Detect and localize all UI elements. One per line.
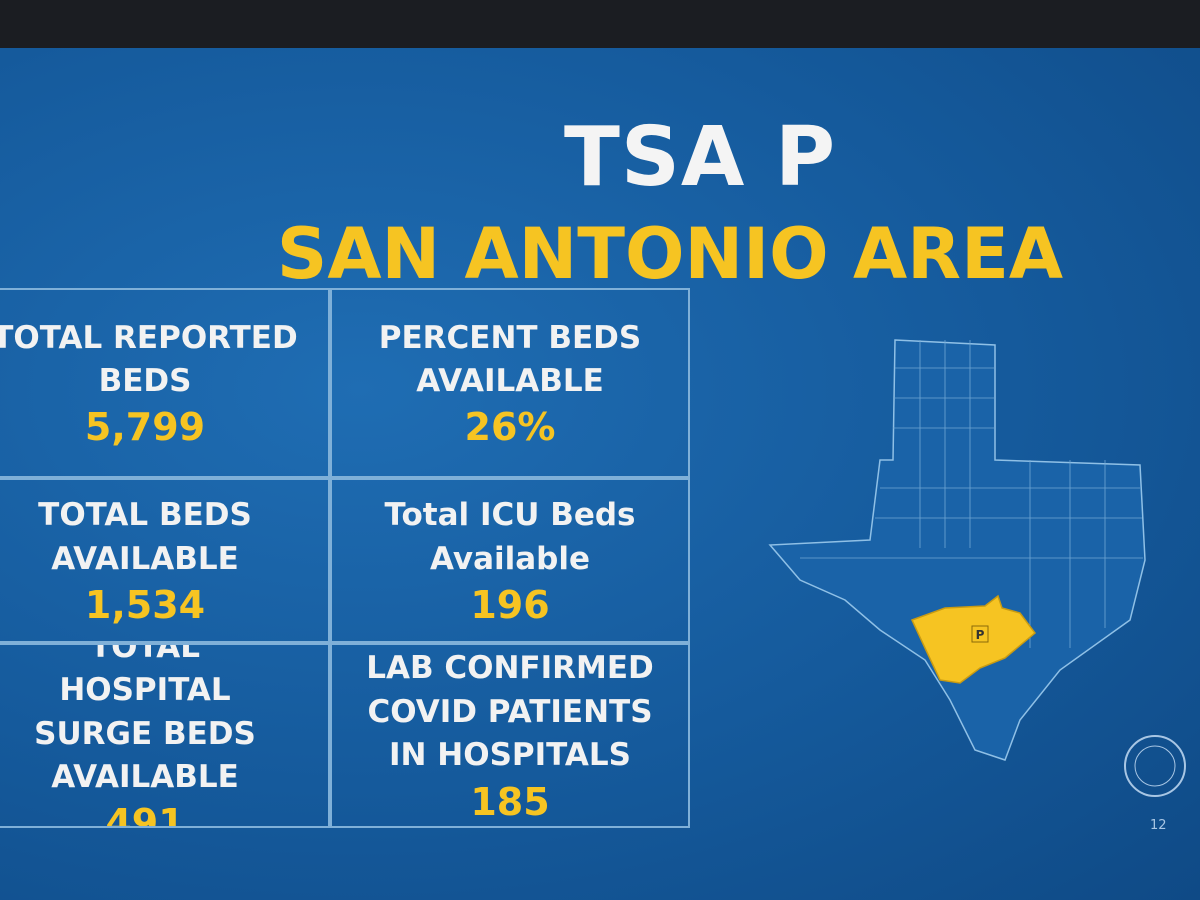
stat-label: Total ICU Beds Available bbox=[384, 497, 636, 577]
map-label-box bbox=[971, 625, 989, 643]
stat-label: TOTAL HOSPITAL SURGE BEDS AVAILABLE bbox=[34, 643, 256, 795]
stat-value: 196 bbox=[470, 582, 550, 627]
slide: P TSA P SAN ANTONIO AREA TOTAL REPORTED … bbox=[0, 48, 1200, 900]
texas-map: P bbox=[768, 339, 1186, 797]
stat-value: 5,799 bbox=[84, 405, 206, 450]
stat-cell: TOTAL HOSPITAL SURGE BEDS AVAILABLE 491 bbox=[0, 643, 330, 828]
stats-grid: TOTAL REPORTED BEDS 5,799 PERCENT BEDS AVA… bbox=[0, 288, 700, 828]
county-lines bbox=[800, 340, 1143, 648]
stat-cell: LAB CONFIRMED COVID PATIENTS IN HOSPITAL… bbox=[330, 643, 690, 828]
stat-cell: PERCENT BEDS AVAILABLE 26% bbox=[330, 288, 690, 478]
stat-label: TOTAL REPORTED BEDS bbox=[0, 319, 298, 399]
state-seal-inner bbox=[1134, 745, 1176, 787]
stat-value: 185 bbox=[470, 779, 550, 824]
stat-label: LAB CONFIRMED COVID PATIENTS IN HOSPITAL… bbox=[366, 650, 654, 774]
stat-value: 1,534 bbox=[84, 582, 206, 627]
page-number: 12 bbox=[1150, 818, 1167, 833]
stat-cell: TOTAL BEDS AVAILABLE 1,534 bbox=[0, 478, 330, 643]
stat-value: 26% bbox=[464, 405, 556, 450]
stat-cell: TOTAL REPORTED BEDS 5,799 bbox=[0, 288, 330, 478]
map-label: P bbox=[976, 628, 985, 642]
stat-label: PERCENT BEDS AVAILABLE bbox=[378, 319, 642, 399]
stat-value: 491 bbox=[105, 801, 185, 828]
slide-title: TSA P bbox=[563, 110, 837, 205]
stat-cell: Total ICU Beds Available 196 bbox=[330, 478, 690, 643]
texas-outline bbox=[768, 339, 1146, 761]
slide-subtitle: SAN ANTONIO AREA bbox=[276, 213, 1064, 295]
stat-label: TOTAL BEDS AVAILABLE bbox=[38, 497, 252, 577]
state-seal bbox=[1124, 735, 1186, 797]
